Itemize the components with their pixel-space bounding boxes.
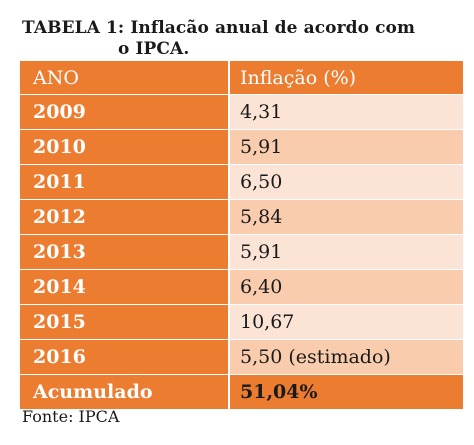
table-row: 2010 5,91: [20, 130, 463, 165]
table-total-row: Acumulado 51,04%: [20, 375, 463, 410]
table-row: 2016 5,50 (estimado): [20, 340, 463, 375]
inflation-table: ANO Inflação (%) 2009 4,31 2010 5,91 201…: [20, 61, 463, 410]
year-cell: 2012: [20, 200, 230, 234]
value-cell: 5,91: [230, 130, 463, 164]
value-cell: 6,40: [230, 270, 463, 304]
source-caption: Fonte: IPCA: [22, 407, 120, 426]
table-title-line2: o IPCA.: [118, 39, 190, 59]
year-cell: 2013: [20, 235, 230, 269]
table-title: TABELA 1: Inflacão anual de acordo com o…: [22, 18, 462, 60]
table-row: 2012 5,84: [20, 200, 463, 235]
year-cell: 2011: [20, 165, 230, 199]
table-header-row: ANO Inflação (%): [20, 61, 463, 95]
year-cell: 2010: [20, 130, 230, 164]
header-inflation: Inflação (%): [230, 61, 463, 94]
table-row: 2011 6,50: [20, 165, 463, 200]
value-cell: 4,31: [230, 95, 463, 129]
table-row: 2015 10,67: [20, 305, 463, 340]
table-row: 2014 6,40: [20, 270, 463, 305]
value-cell: 6,50: [230, 165, 463, 199]
table-row: 2013 5,91: [20, 235, 463, 270]
value-cell: 5,91: [230, 235, 463, 269]
total-value: 51,04%: [230, 375, 463, 409]
year-cell: 2014: [20, 270, 230, 304]
year-cell: 2015: [20, 305, 230, 339]
header-year: ANO: [20, 61, 230, 94]
value-cell: 5,50 (estimado): [230, 340, 463, 374]
value-cell: 10,67: [230, 305, 463, 339]
total-label: Acumulado: [20, 375, 230, 409]
value-cell: 5,84: [230, 200, 463, 234]
table-title-line1: TABELA 1: Inflacão anual de acordo com: [22, 18, 416, 38]
table-row: 2009 4,31: [20, 95, 463, 130]
year-cell: 2009: [20, 95, 230, 129]
year-cell: 2016: [20, 340, 230, 374]
